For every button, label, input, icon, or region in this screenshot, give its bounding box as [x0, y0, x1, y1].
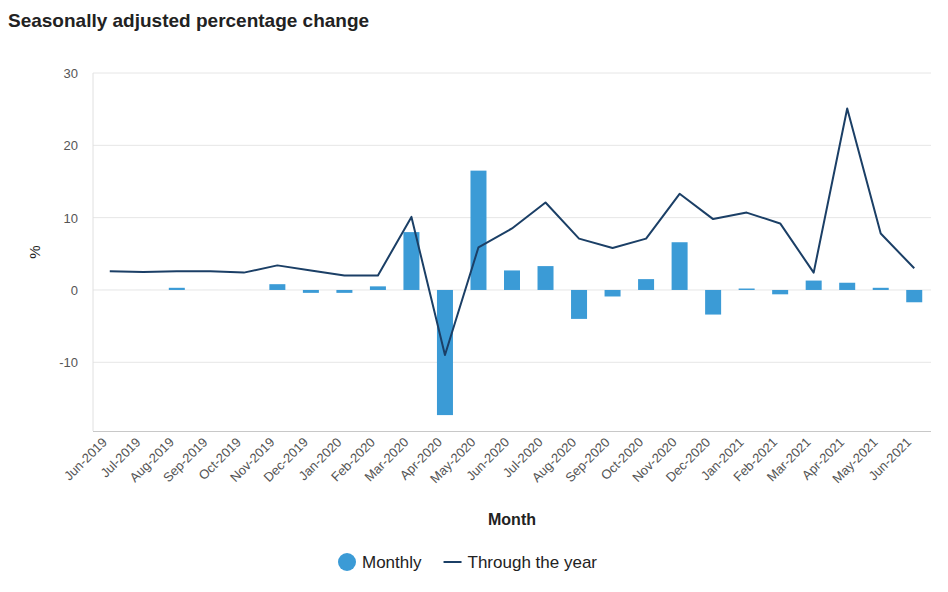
y-tick-label: 30	[64, 66, 78, 81]
bar	[303, 290, 319, 293]
bar	[269, 284, 285, 290]
bar	[202, 289, 218, 290]
legend-label: Through the year	[468, 553, 598, 572]
bar	[739, 289, 755, 290]
x-axis-label: Month	[488, 511, 536, 528]
y-tick-label: -10	[59, 355, 78, 370]
legend-swatch	[444, 561, 462, 563]
grid-line	[93, 73, 931, 74]
bar	[169, 288, 185, 290]
bar	[571, 290, 587, 319]
line	[110, 108, 914, 355]
bar	[336, 290, 352, 293]
bar	[873, 288, 889, 290]
bar	[605, 290, 621, 297]
y-axis-line	[93, 73, 94, 431]
grid-line	[93, 145, 931, 146]
bar	[638, 279, 654, 290]
bar	[470, 171, 486, 290]
legend-swatch	[338, 553, 356, 571]
y-axis-label: %	[26, 245, 43, 258]
x-axis-line	[93, 431, 931, 432]
bar	[504, 270, 520, 290]
y-tick-label: 10	[64, 211, 78, 226]
grid-line	[93, 217, 931, 218]
y-tick-label: 0	[71, 283, 78, 298]
bar	[370, 286, 386, 290]
bar	[538, 266, 554, 290]
bar	[806, 281, 822, 290]
bar	[135, 289, 151, 290]
x-tick-label: Jun-2021	[865, 435, 914, 484]
bar	[705, 290, 721, 315]
plot-area	[102, 108, 922, 415]
title: Seasonally adjusted percentage change	[8, 10, 369, 31]
legend-label: Monthly	[362, 553, 422, 572]
legend: Monthly Through the year	[338, 553, 597, 572]
bar	[236, 289, 252, 290]
bar	[672, 242, 688, 290]
chart: Seasonally adjusted percentage change -10…	[0, 0, 948, 592]
bar	[102, 289, 118, 290]
bar	[772, 290, 788, 294]
y-tick-label: 20	[64, 138, 78, 153]
bar	[839, 283, 855, 290]
grid-line	[93, 362, 931, 363]
bar	[906, 290, 922, 302]
